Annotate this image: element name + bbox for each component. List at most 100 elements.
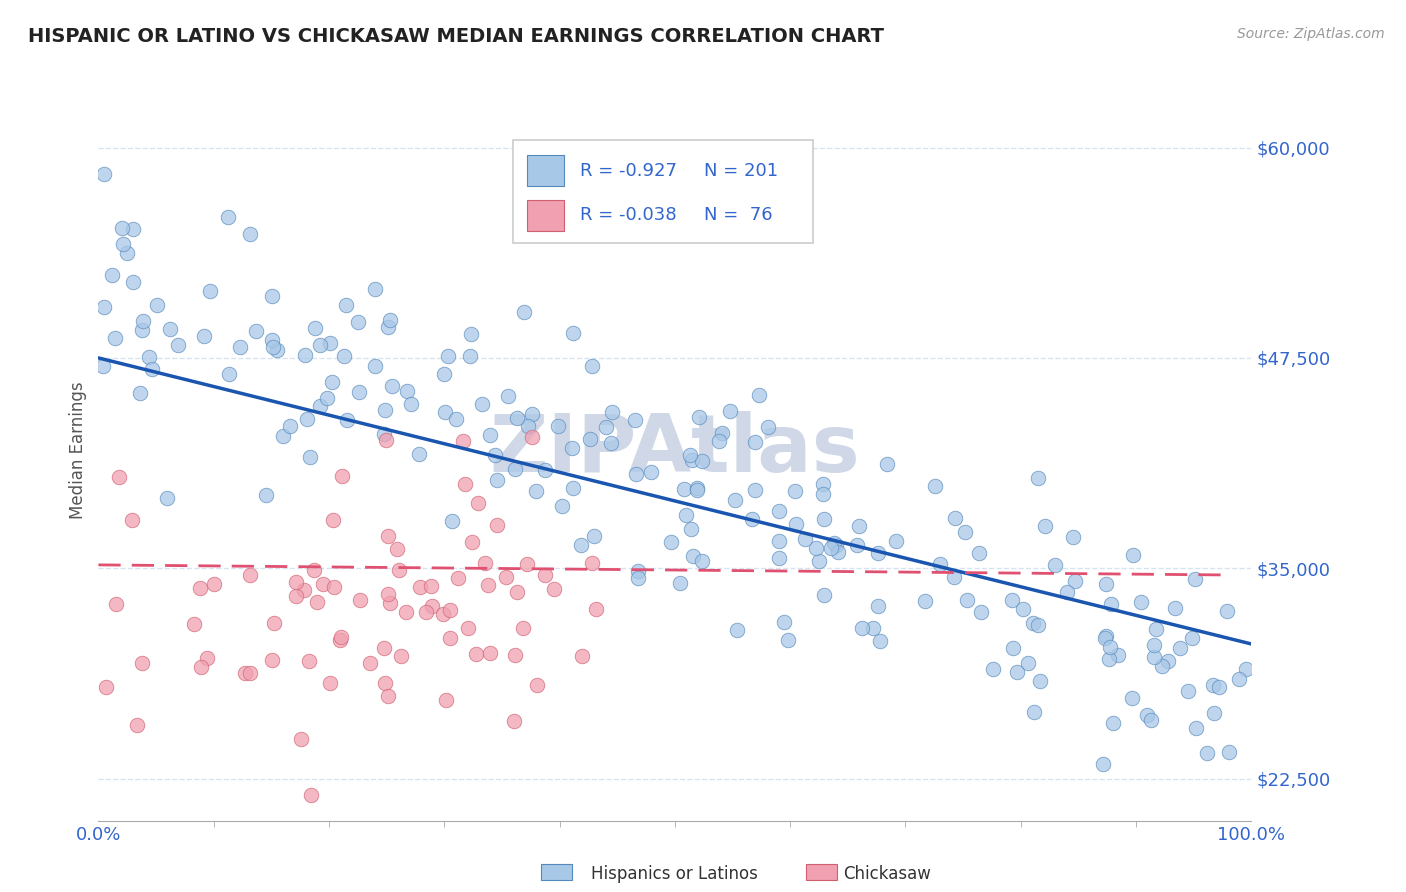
Point bbox=[1091, 756, 1114, 771]
Point bbox=[298, 654, 321, 668]
Point bbox=[813, 588, 835, 602]
Point bbox=[336, 413, 359, 427]
Point bbox=[389, 648, 412, 663]
Point bbox=[506, 410, 529, 425]
Point bbox=[672, 482, 695, 496]
Point bbox=[451, 434, 474, 448]
Point bbox=[132, 314, 155, 328]
Point bbox=[571, 538, 593, 552]
Point bbox=[595, 420, 617, 434]
Point bbox=[929, 558, 952, 572]
Point bbox=[458, 349, 481, 363]
Point bbox=[439, 603, 461, 617]
Point bbox=[271, 429, 294, 443]
Point bbox=[465, 648, 488, 662]
Point bbox=[640, 466, 662, 480]
Point bbox=[1099, 640, 1122, 654]
Point bbox=[335, 297, 357, 311]
Point bbox=[1094, 631, 1116, 645]
Point bbox=[217, 211, 239, 225]
Point bbox=[808, 554, 831, 568]
Point bbox=[969, 546, 991, 560]
Text: Hispanics or Latinos: Hispanics or Latinos bbox=[591, 865, 758, 883]
Point bbox=[461, 534, 484, 549]
Point bbox=[1208, 680, 1230, 694]
Point bbox=[1024, 705, 1046, 719]
Point bbox=[436, 350, 458, 364]
Point bbox=[1185, 721, 1208, 735]
Point bbox=[122, 222, 145, 236]
Point bbox=[374, 675, 396, 690]
Point bbox=[239, 567, 262, 582]
Point bbox=[262, 653, 284, 667]
Point bbox=[811, 476, 834, 491]
Point bbox=[869, 634, 891, 648]
Point bbox=[690, 454, 713, 468]
Point bbox=[309, 338, 332, 352]
Point bbox=[955, 592, 977, 607]
Point bbox=[768, 533, 790, 548]
Point bbox=[845, 538, 868, 552]
Point bbox=[1097, 652, 1119, 666]
Point bbox=[1028, 618, 1050, 632]
Point bbox=[681, 453, 703, 467]
Point bbox=[1143, 638, 1166, 652]
Point bbox=[1064, 574, 1087, 588]
Point bbox=[524, 483, 547, 498]
Point bbox=[312, 577, 335, 591]
Point bbox=[378, 313, 401, 327]
Point bbox=[377, 529, 399, 543]
Point bbox=[373, 640, 395, 655]
Point bbox=[513, 305, 536, 319]
Point bbox=[1099, 597, 1122, 611]
Point bbox=[686, 483, 709, 497]
Point bbox=[309, 399, 332, 413]
Point bbox=[561, 442, 583, 456]
Point bbox=[380, 596, 402, 610]
Point bbox=[1227, 673, 1250, 687]
Point bbox=[319, 676, 342, 690]
Point bbox=[239, 227, 262, 241]
Point bbox=[1001, 640, 1024, 655]
Point bbox=[848, 518, 870, 533]
Point bbox=[434, 692, 457, 706]
Point bbox=[395, 384, 418, 398]
Point bbox=[520, 430, 543, 444]
Point bbox=[1216, 604, 1239, 618]
Point bbox=[970, 605, 993, 619]
Point bbox=[347, 315, 370, 329]
Point bbox=[323, 580, 346, 594]
Point bbox=[262, 340, 284, 354]
Point bbox=[292, 582, 315, 597]
Point bbox=[718, 404, 741, 418]
Point bbox=[446, 571, 468, 585]
Point bbox=[433, 404, 456, 418]
Point bbox=[724, 493, 747, 508]
Point bbox=[1202, 678, 1225, 692]
Point bbox=[820, 541, 842, 555]
Point bbox=[624, 413, 647, 427]
Point bbox=[953, 524, 976, 539]
Point bbox=[981, 662, 1004, 676]
Point bbox=[104, 331, 127, 345]
Point bbox=[117, 246, 139, 260]
Point bbox=[579, 432, 602, 446]
Point bbox=[813, 512, 835, 526]
FancyBboxPatch shape bbox=[527, 200, 564, 231]
Point bbox=[543, 582, 565, 596]
Point bbox=[330, 469, 353, 483]
Point bbox=[318, 336, 340, 351]
Point bbox=[105, 597, 128, 611]
Point bbox=[329, 632, 352, 647]
Point bbox=[773, 615, 796, 629]
Point bbox=[624, 467, 647, 481]
Point bbox=[627, 571, 650, 585]
Point bbox=[682, 549, 704, 563]
Point bbox=[93, 301, 115, 315]
Point bbox=[1177, 684, 1199, 698]
Point bbox=[245, 324, 267, 338]
Point bbox=[111, 236, 134, 251]
Text: N =  76: N = 76 bbox=[704, 206, 772, 224]
Point bbox=[457, 621, 479, 635]
Point bbox=[561, 481, 583, 495]
